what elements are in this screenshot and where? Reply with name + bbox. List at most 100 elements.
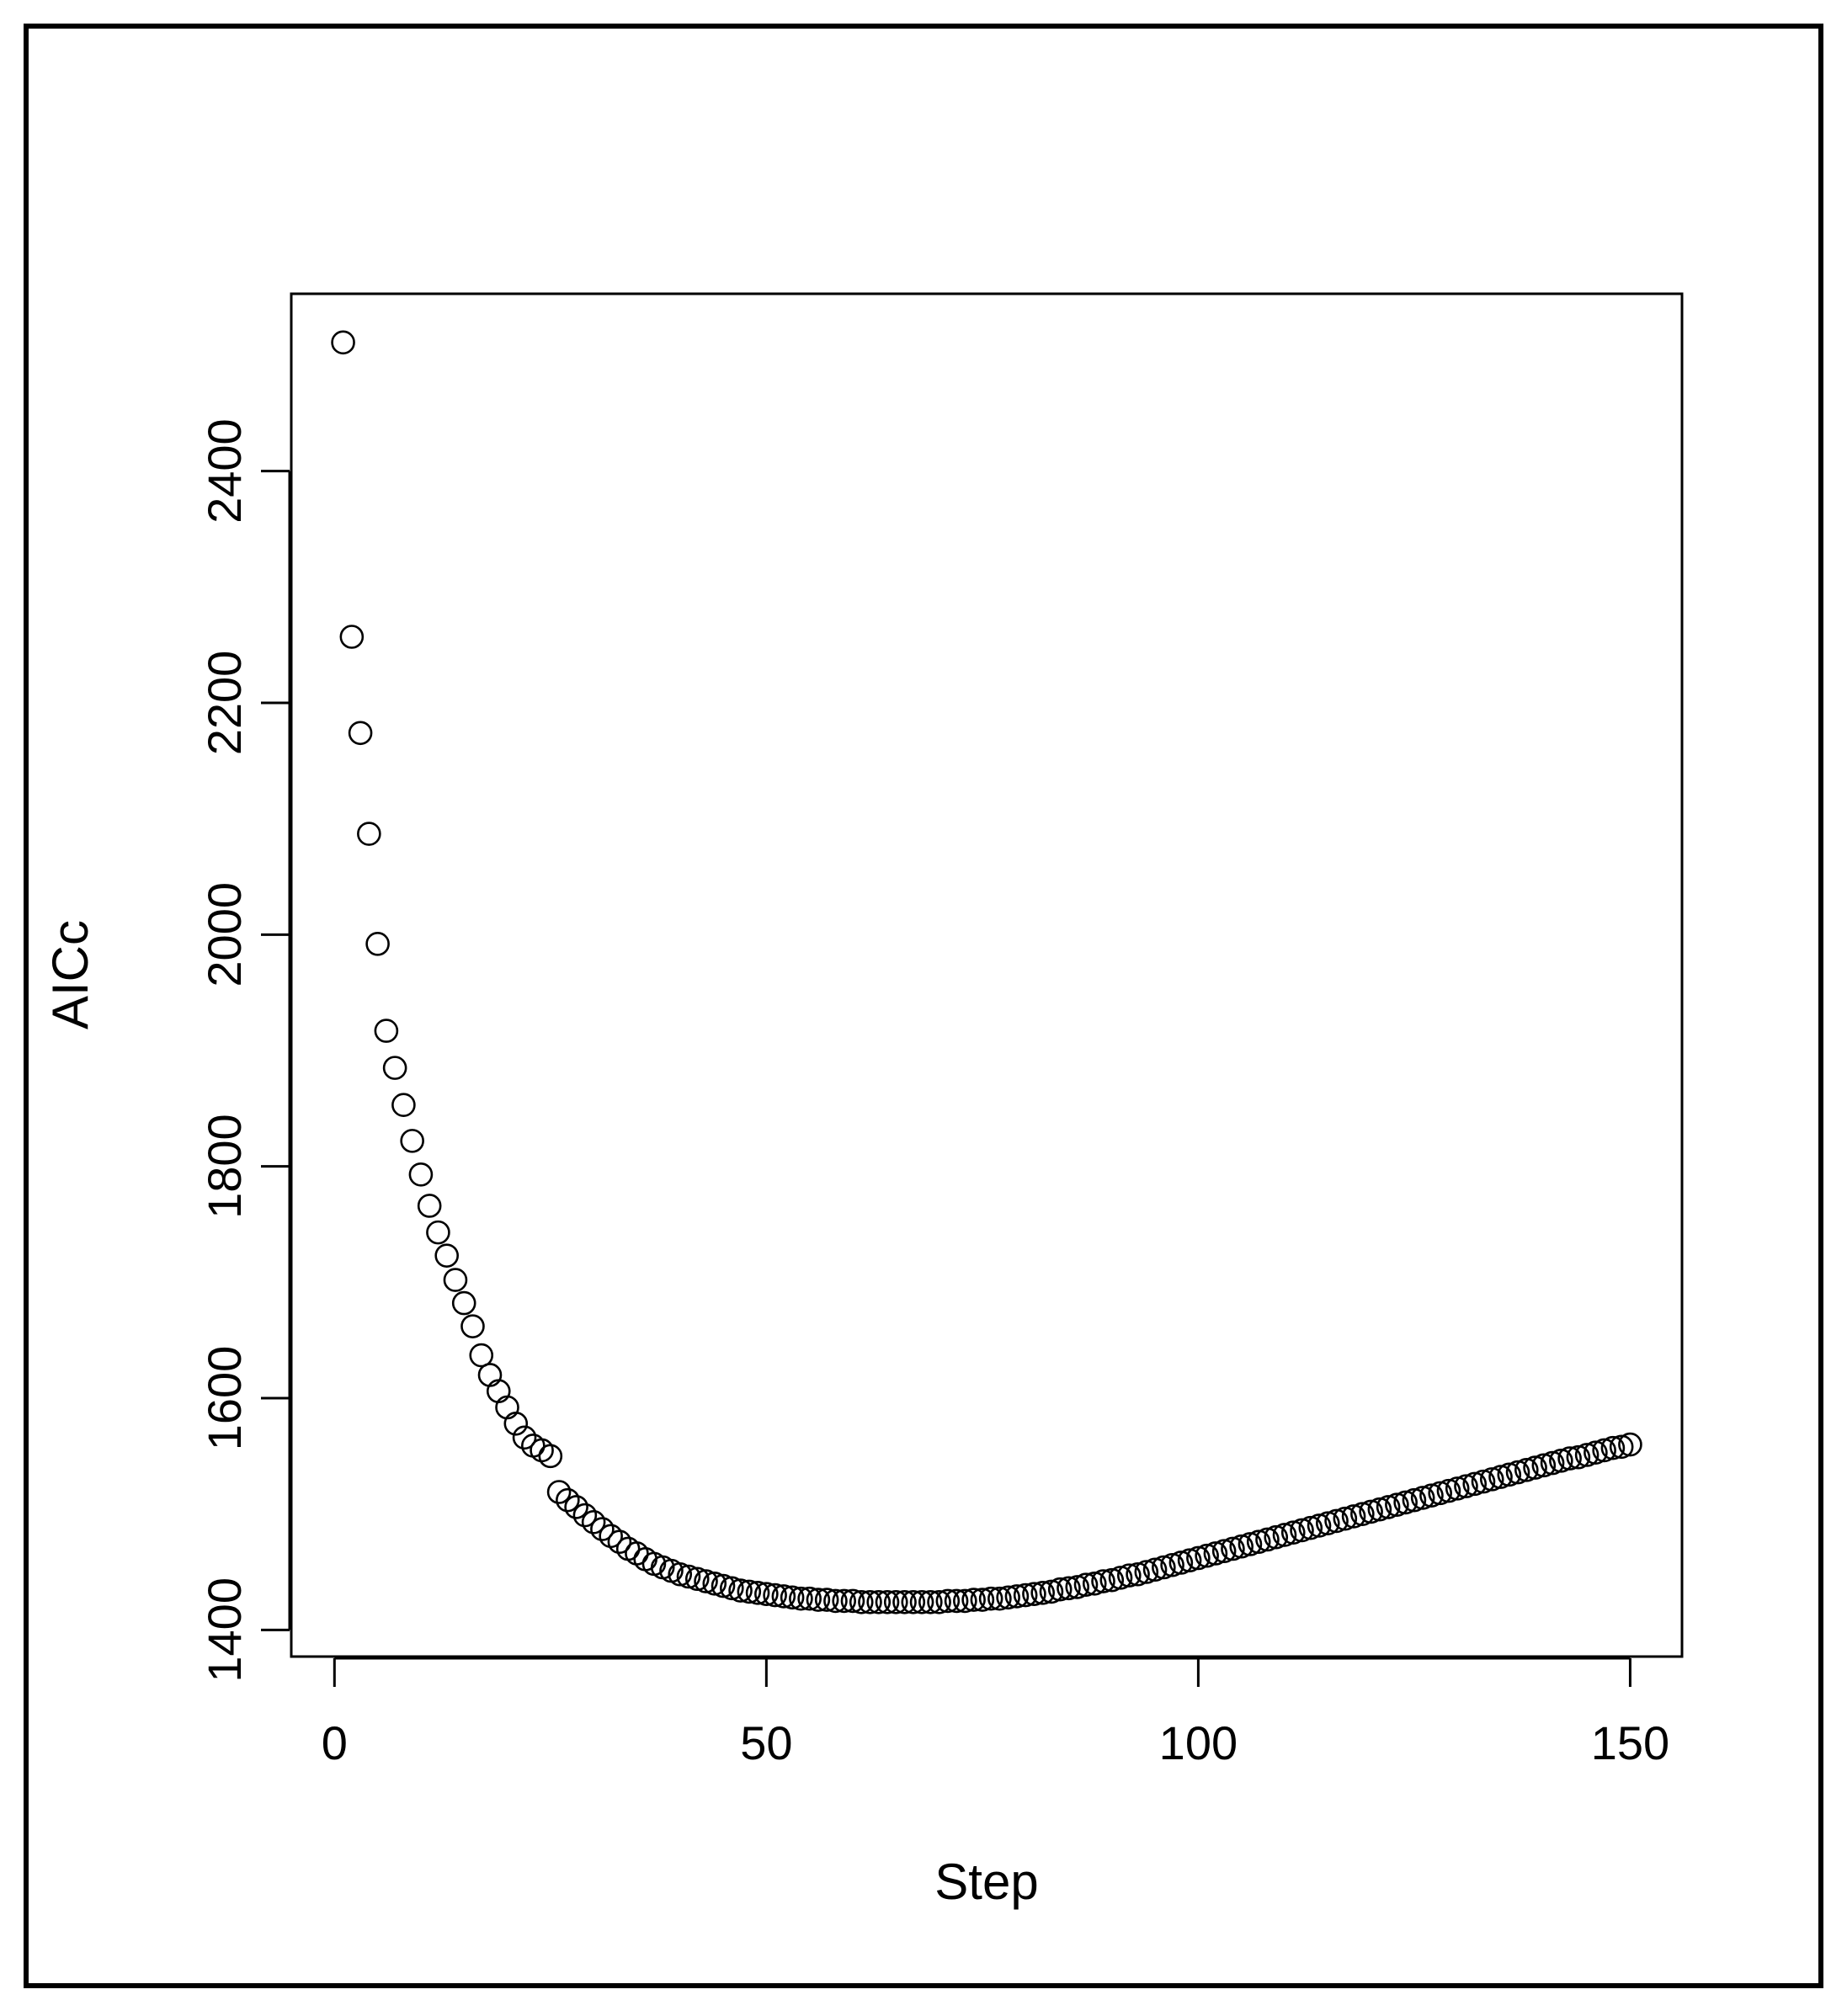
data-point: [961, 1588, 986, 1612]
data-point: [1514, 1458, 1539, 1482]
data-point: [1091, 1569, 1115, 1593]
x-tick-label: 50: [740, 1716, 792, 1769]
data-point: [1030, 1580, 1055, 1605]
data-point: [720, 1576, 744, 1601]
y-tick-label: 2000: [198, 882, 251, 987]
x-axis-label: Step: [934, 1854, 1038, 1910]
data-point: [1082, 1571, 1107, 1596]
data-point: [1290, 1518, 1314, 1543]
data-point: [408, 1162, 434, 1187]
data-point: [1410, 1486, 1435, 1510]
data-point: [858, 1589, 882, 1614]
data-point: [1584, 1440, 1608, 1465]
x-tick-label: 100: [1159, 1716, 1238, 1769]
data-point: [1359, 1499, 1383, 1524]
data-point: [572, 1503, 598, 1528]
data-point: [797, 1586, 822, 1611]
data-point: [1523, 1455, 1547, 1480]
data-point: [1134, 1560, 1159, 1584]
data-point: [935, 1588, 961, 1614]
data-point: [1117, 1563, 1142, 1588]
data-point: [1211, 1539, 1237, 1564]
data-point: [1229, 1534, 1254, 1559]
data-point: [745, 1580, 770, 1605]
data-point: [1376, 1495, 1401, 1519]
data-point: [460, 1314, 485, 1338]
y-axis-label: AICc: [42, 920, 98, 1029]
data-point: [1479, 1467, 1504, 1492]
data-point: [771, 1584, 796, 1609]
outer-frame: [24, 24, 1823, 1988]
data-point: [1195, 1543, 1219, 1568]
data-point: [789, 1586, 813, 1611]
data-point: [840, 1588, 865, 1614]
plot-area-box: [290, 292, 1684, 1658]
data-point: [1186, 1545, 1211, 1571]
data-point: [451, 1290, 476, 1316]
data-point: [970, 1588, 995, 1612]
data-point: [909, 1589, 934, 1614]
data-point: [1255, 1527, 1280, 1552]
data-point: [1393, 1490, 1418, 1515]
data-point: [806, 1588, 831, 1612]
data-point: [728, 1578, 753, 1603]
data-point: [1152, 1555, 1176, 1580]
data-point: [754, 1582, 779, 1606]
data-point: [918, 1589, 943, 1614]
data-point: [1385, 1492, 1409, 1517]
data-point: [1108, 1566, 1133, 1590]
data-point: [374, 1019, 399, 1043]
data-point: [1540, 1450, 1565, 1476]
data-point: [1238, 1532, 1263, 1556]
data-point: [1574, 1443, 1599, 1467]
data-point: [944, 1588, 969, 1614]
data-point: [426, 1220, 450, 1245]
x-tick-label: 150: [1591, 1716, 1669, 1769]
data-point: [1566, 1444, 1591, 1470]
data-point: [1428, 1481, 1452, 1506]
data-point: [1022, 1582, 1046, 1606]
data-point: [892, 1589, 917, 1614]
data-point: [1497, 1462, 1522, 1487]
data-point: [927, 1589, 951, 1614]
y-tick-label: 1600: [198, 1346, 251, 1451]
data-point: [590, 1517, 615, 1541]
data-point: [1549, 1449, 1573, 1473]
data-point: [1350, 1502, 1375, 1526]
data-point: [953, 1588, 977, 1614]
data-points: [331, 330, 1642, 1614]
data-point: [823, 1588, 848, 1614]
data-point: [1505, 1460, 1530, 1485]
data-point: [1099, 1567, 1125, 1593]
data-point: [434, 1243, 459, 1268]
data-point: [1246, 1529, 1271, 1555]
data-point: [1488, 1465, 1513, 1489]
data-point: [849, 1589, 874, 1614]
data-point: [875, 1589, 900, 1614]
data-point: [1298, 1515, 1323, 1540]
data-point: [1419, 1483, 1444, 1508]
data-point: [684, 1567, 710, 1592]
data-point: [996, 1585, 1020, 1610]
data-point: [1445, 1476, 1470, 1501]
data-point: [901, 1589, 926, 1614]
y-tick-label: 1800: [198, 1114, 251, 1219]
data-point: [1280, 1520, 1306, 1545]
data-point: [694, 1569, 718, 1593]
data-point: [832, 1588, 856, 1614]
data-point: [1203, 1541, 1228, 1566]
data-point: [564, 1495, 588, 1519]
data-point: [676, 1564, 701, 1589]
data-point: [1013, 1582, 1038, 1608]
data-point: [1004, 1584, 1030, 1609]
data-point: [987, 1586, 1012, 1611]
data-point: [668, 1561, 693, 1587]
data-point: [538, 1444, 563, 1469]
data-point: [1039, 1579, 1064, 1604]
x-axis: 0 50 100 150: [322, 1657, 1669, 1769]
data-point: [1126, 1561, 1150, 1587]
y-tick-label: 1400: [198, 1577, 251, 1683]
y-tick-label: 2400: [198, 418, 251, 524]
data-point: [1436, 1478, 1461, 1503]
